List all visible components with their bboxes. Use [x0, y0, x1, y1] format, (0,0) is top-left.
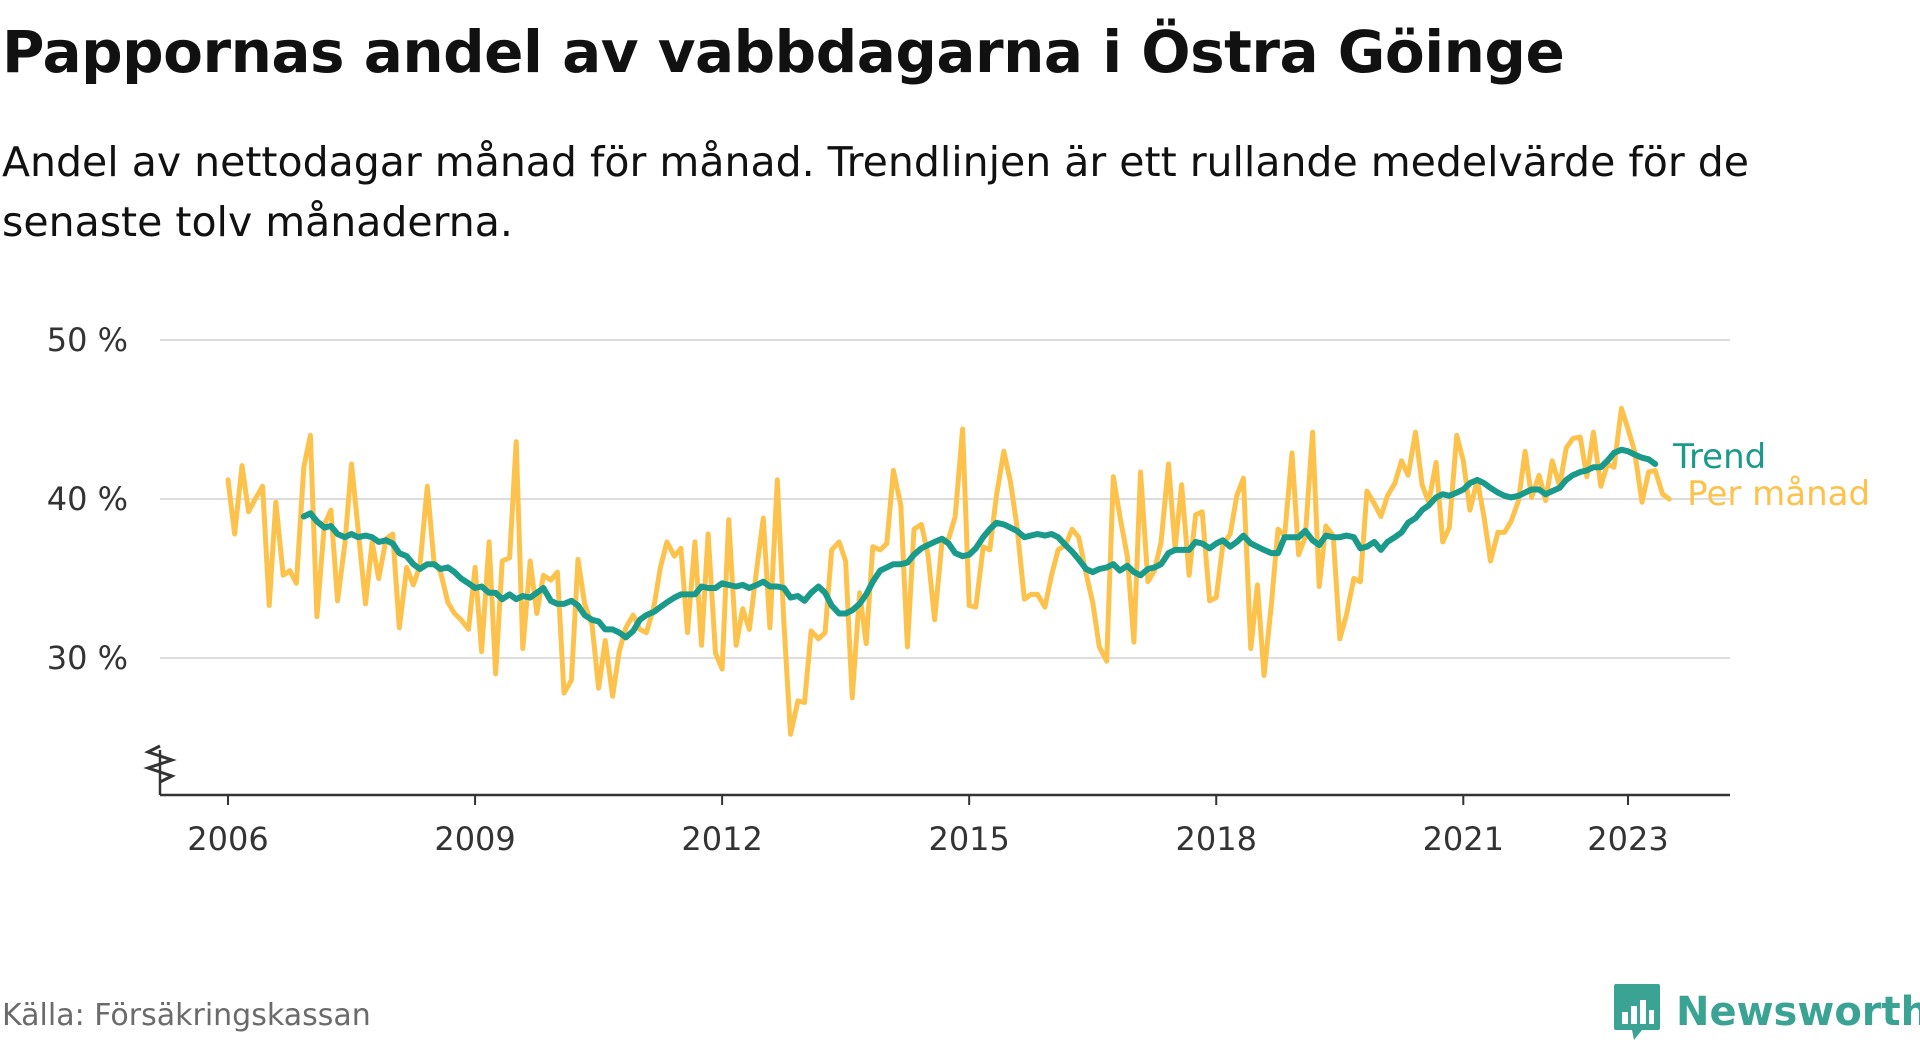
axis-break-mark [143, 744, 177, 784]
x-tick-label: 2018 [1176, 820, 1257, 858]
y-tick-label: 50 % [47, 321, 128, 359]
x-tick-label: 2009 [434, 820, 515, 858]
x-tick-label: 2006 [187, 820, 268, 858]
series-label-monthly: Per månad [1687, 474, 1870, 514]
brand-logo[interactable]: Newsworthy [1612, 982, 1920, 1042]
x-tick-label: 2023 [1587, 820, 1668, 858]
x-tick-label: 2015 [928, 820, 1009, 858]
chart-subtitle: Andel av nettodagar månad för månad. Tre… [2, 138, 1749, 246]
chart-title: Pappornas andel av vabbdagarna i Östra G… [2, 18, 1565, 86]
y-tick-label: 30 % [47, 639, 128, 677]
x-tick-label: 2021 [1423, 820, 1504, 858]
series-line-trend [300, 446, 1659, 641]
y-tick-label: 40 % [47, 480, 128, 518]
series-line-monthly [225, 405, 1672, 737]
brand-name: Newsworthy [1676, 989, 1920, 1035]
bar-chart-logo-icon [1614, 984, 1660, 1040]
series-label-trend: Trend [1672, 437, 1766, 477]
x-tick-label: 2012 [681, 820, 762, 858]
source-note: Källa: Försäkringskassan [2, 998, 371, 1033]
line-chart: 30 % 40 % 50 % 2006 2009 2012 2015 2018 2021 2023… [47, 321, 1870, 858]
